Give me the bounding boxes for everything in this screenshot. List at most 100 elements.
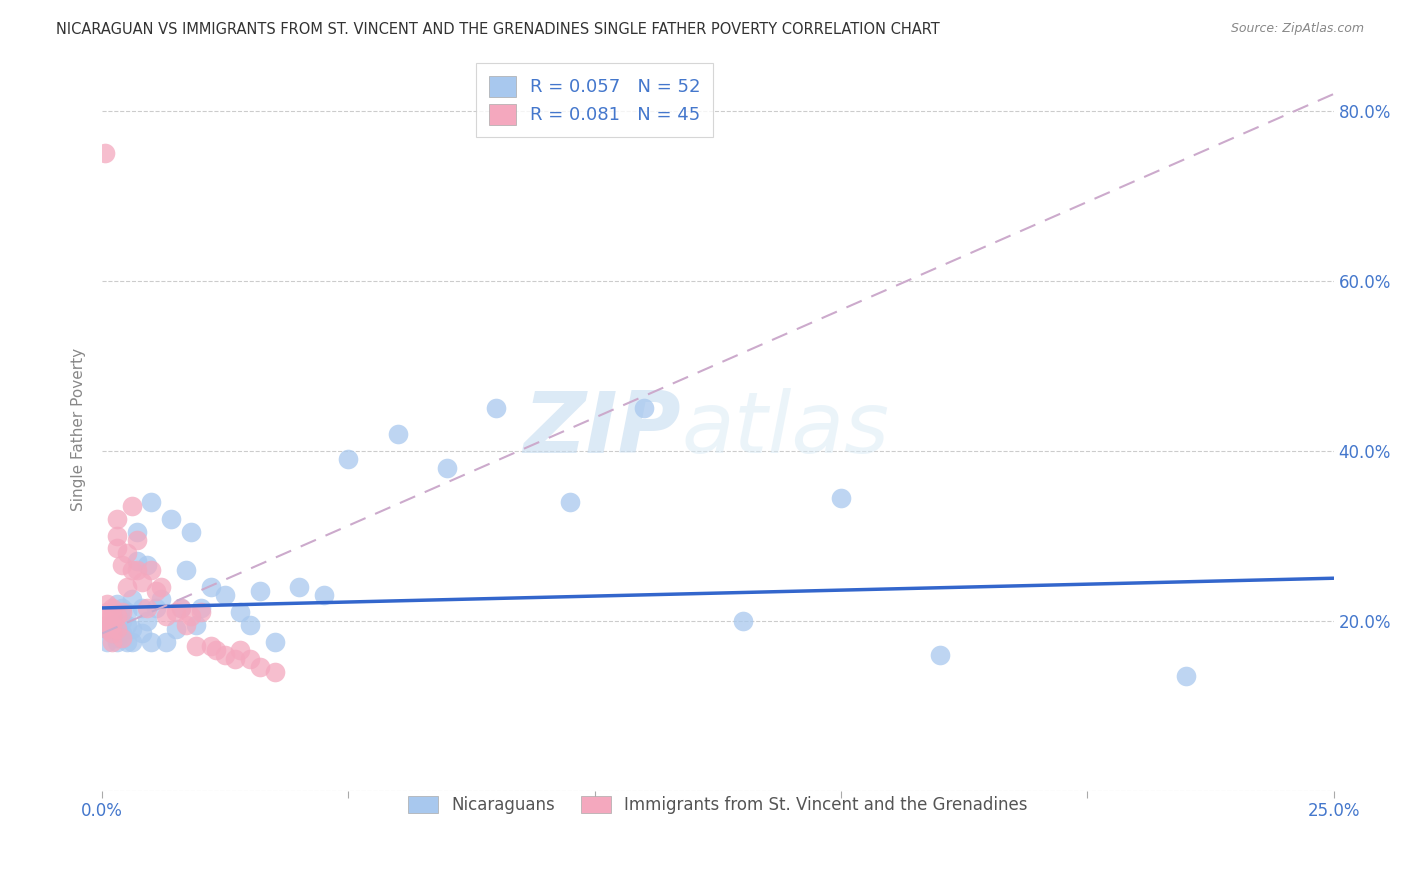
Point [115, 635, 138, 649]
Point [155, 635, 177, 649]
Point [125, 524, 148, 539]
Point [190, 605, 212, 619]
Point [131, 626, 153, 640]
Point [101, 635, 124, 649]
Point [105, 529, 128, 543]
Point [121, 592, 143, 607]
Point [111, 558, 134, 573]
Point [180, 524, 202, 539]
Point [239, 652, 262, 666]
Point [125, 563, 148, 577]
Point [96, 597, 118, 611]
Point [436, 460, 458, 475]
Point [560, 495, 582, 509]
Point [125, 554, 148, 568]
Point [160, 512, 183, 526]
Point [96, 635, 118, 649]
Point [115, 546, 138, 560]
Point [145, 584, 167, 599]
Point [150, 580, 173, 594]
Point [731, 614, 754, 628]
Point [224, 652, 246, 666]
Point [485, 401, 508, 416]
Point [121, 622, 143, 636]
Point [214, 648, 236, 662]
Point [115, 580, 138, 594]
Point [96, 622, 118, 636]
Point [1174, 669, 1197, 683]
Point [101, 609, 124, 624]
Point [131, 575, 153, 590]
Point [229, 643, 252, 657]
Point [115, 618, 138, 632]
Point [170, 601, 193, 615]
Point [96, 618, 118, 632]
Point [263, 665, 285, 679]
Y-axis label: Single Father Poverty: Single Father Poverty [72, 348, 86, 511]
Point [111, 601, 134, 615]
Point [135, 614, 157, 628]
Point [229, 605, 252, 619]
Point [165, 605, 187, 619]
Point [180, 609, 202, 624]
Point [105, 541, 128, 556]
Point [249, 584, 271, 599]
Point [633, 401, 655, 416]
Point [141, 495, 163, 509]
Point [105, 512, 128, 526]
Point [111, 626, 134, 640]
Point [101, 626, 124, 640]
Point [830, 491, 852, 505]
Point [105, 635, 128, 649]
Legend: Nicaraguans, Immigrants from St. Vincent and the Grenadines: Nicaraguans, Immigrants from St. Vincent… [396, 784, 1039, 826]
Point [105, 609, 128, 624]
Point [101, 601, 124, 615]
Point [96, 614, 118, 628]
Point [214, 588, 236, 602]
Point [184, 618, 207, 632]
Point [105, 631, 128, 645]
Point [105, 597, 128, 611]
Point [249, 660, 271, 674]
Point [239, 618, 262, 632]
Point [145, 601, 167, 615]
Point [101, 618, 124, 632]
Point [93, 146, 115, 161]
Point [105, 622, 128, 636]
Point [101, 618, 124, 632]
Point [174, 563, 197, 577]
Point [150, 592, 173, 607]
Text: Source: ZipAtlas.com: Source: ZipAtlas.com [1230, 22, 1364, 36]
Point [111, 631, 134, 645]
Point [288, 580, 311, 594]
Point [141, 635, 163, 649]
Point [96, 605, 118, 619]
Point [312, 588, 335, 602]
Point [111, 605, 134, 619]
Point [337, 452, 360, 467]
Point [387, 426, 409, 441]
Point [121, 499, 143, 513]
Point [141, 563, 163, 577]
Point [184, 639, 207, 653]
Point [125, 533, 148, 547]
Point [135, 558, 157, 573]
Point [135, 601, 157, 615]
Text: atlas: atlas [681, 388, 889, 471]
Text: NICARAGUAN VS IMMIGRANTS FROM ST. VINCENT AND THE GRENADINES SINGLE FATHER POVER: NICARAGUAN VS IMMIGRANTS FROM ST. VINCEN… [56, 22, 941, 37]
Point [101, 626, 124, 640]
Point [96, 622, 118, 636]
Point [200, 639, 222, 653]
Point [115, 605, 138, 619]
Text: ZIP: ZIP [523, 388, 681, 471]
Point [204, 643, 226, 657]
Point [170, 601, 193, 615]
Point [155, 609, 177, 624]
Point [190, 601, 212, 615]
Point [121, 563, 143, 577]
Point [200, 580, 222, 594]
Point [263, 635, 285, 649]
Point [174, 618, 197, 632]
Point [131, 601, 153, 615]
Point [121, 635, 143, 649]
